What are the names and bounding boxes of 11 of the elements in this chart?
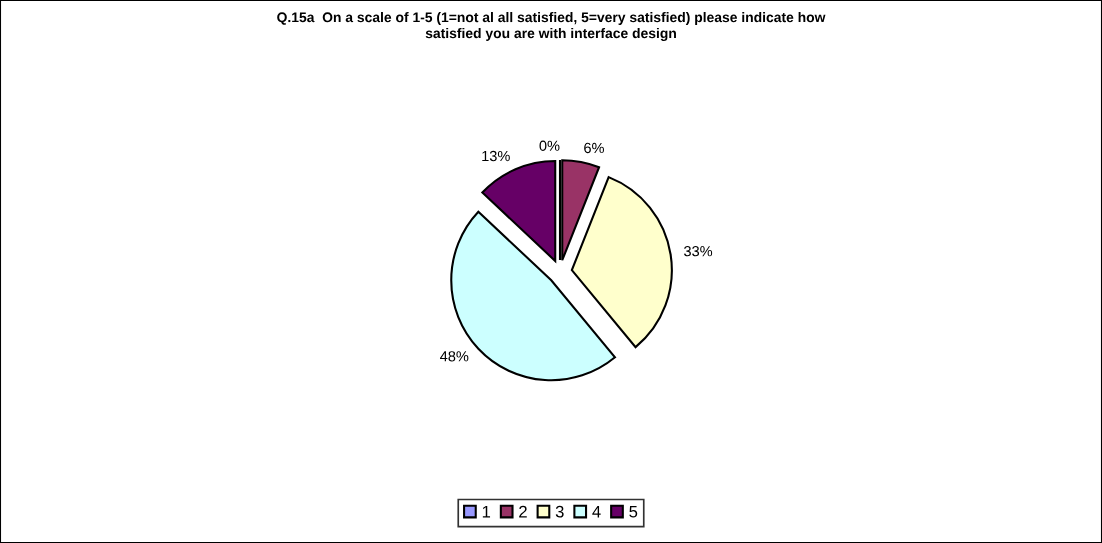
legend-label: 4 — [592, 505, 601, 518]
chart-title: Q.15a On a scale of 1-5 (1=not al all satisfied, 5=very satisfied) please indicate how satisfied you are with interface design — [277, 12, 826, 41]
data-label: 33% — [684, 246, 713, 257]
legend-label: 3 — [555, 505, 564, 518]
legend-label: 2 — [519, 505, 527, 518]
legend-label: 1 — [482, 505, 491, 518]
data-label: 6% — [584, 142, 604, 154]
data-label: 13% — [482, 150, 510, 162]
data-label: 48% — [440, 351, 469, 362]
legend-label: 5 — [629, 505, 638, 518]
text: 0% — [539, 140, 560, 151]
